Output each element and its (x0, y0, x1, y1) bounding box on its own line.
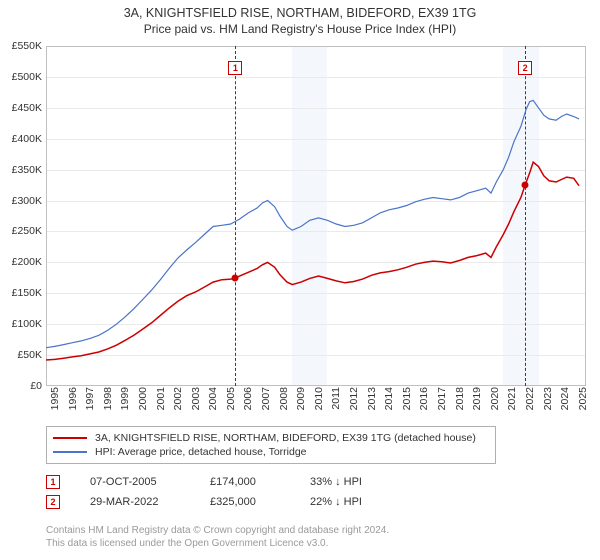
legend-row: HPI: Average price, detached house, Torr… (53, 445, 489, 459)
x-tick-label: 2004 (207, 387, 219, 410)
x-tick-label: 2015 (401, 387, 413, 410)
x-tick-label: 2022 (524, 387, 536, 410)
x-tick-label: 2006 (242, 387, 254, 410)
x-tick-label: 2007 (260, 387, 272, 410)
x-tick-label: 2018 (454, 387, 466, 410)
event-dot-2 (522, 182, 529, 189)
x-tick-label: 2008 (278, 387, 290, 410)
x-tick-label: 2025 (577, 387, 589, 410)
y-tick-label: £500K (2, 71, 42, 83)
legend-swatch (53, 437, 87, 439)
x-tick-label: 2019 (471, 387, 483, 410)
title-sub: Price paid vs. HM Land Registry's House … (0, 22, 600, 36)
legend-swatch (53, 451, 87, 453)
footnote-line2: This data is licensed under the Open Gov… (46, 537, 566, 550)
event-dot-1 (232, 275, 239, 282)
y-tick-label: £350K (2, 164, 42, 176)
y-tick-label: £50K (2, 349, 42, 361)
x-tick-label: 2009 (295, 387, 307, 410)
legend-row: 3A, KNIGHTSFIELD RISE, NORTHAM, BIDEFORD… (53, 431, 489, 445)
x-tick-label: 1999 (119, 387, 131, 410)
event-marker-box-1: 1 (228, 61, 242, 75)
y-tick-label: £550K (2, 40, 42, 52)
title-block: 3A, KNIGHTSFIELD RISE, NORTHAM, BIDEFORD… (0, 0, 600, 38)
event-row: 2 29-MAR-2022 £325,000 22% ↓ HPI (46, 492, 566, 512)
x-tick-label: 2024 (559, 387, 571, 410)
series-svg (46, 46, 586, 386)
event-num-box: 2 (46, 495, 60, 509)
x-tick-label: 2003 (190, 387, 202, 410)
chart-plot-area: 12 (46, 46, 586, 386)
x-tick-label: 1997 (84, 387, 96, 410)
y-tick-label: £300K (2, 195, 42, 207)
chart-container: 3A, KNIGHTSFIELD RISE, NORTHAM, BIDEFORD… (0, 0, 600, 560)
footnote: Contains HM Land Registry data © Crown c… (46, 524, 566, 550)
event-price: £174,000 (210, 476, 280, 488)
y-tick-label: £100K (2, 318, 42, 330)
x-tick-label: 2021 (506, 387, 518, 410)
y-tick-label: £0 (2, 380, 42, 392)
event-num-box: 1 (46, 475, 60, 489)
legend-label: 3A, KNIGHTSFIELD RISE, NORTHAM, BIDEFORD… (95, 432, 476, 444)
x-tick-label: 1998 (102, 387, 114, 410)
x-tick-label: 2005 (225, 387, 237, 410)
event-delta: 33% ↓ HPI (310, 476, 400, 488)
y-tick-label: £150K (2, 287, 42, 299)
x-tick-label: 1996 (67, 387, 79, 410)
y-tick-label: £200K (2, 256, 42, 268)
x-tick-label: 2000 (137, 387, 149, 410)
x-tick-label: 2020 (489, 387, 501, 410)
x-tick-label: 2010 (313, 387, 325, 410)
x-tick-label: 2017 (436, 387, 448, 410)
x-tick-label: 2014 (383, 387, 395, 410)
y-tick-label: £400K (2, 133, 42, 145)
event-price: £325,000 (210, 496, 280, 508)
x-tick-label: 2001 (155, 387, 167, 410)
x-tick-label: 2016 (418, 387, 430, 410)
x-tick-label: 1995 (49, 387, 61, 410)
event-date: 29-MAR-2022 (90, 496, 180, 508)
x-tick-label: 2013 (366, 387, 378, 410)
legend-box: 3A, KNIGHTSFIELD RISE, NORTHAM, BIDEFORD… (46, 426, 496, 464)
event-marker-box-2: 2 (518, 61, 532, 75)
x-tick-label: 2002 (172, 387, 184, 410)
x-tick-label: 2011 (330, 387, 342, 410)
footnote-line1: Contains HM Land Registry data © Crown c… (46, 524, 566, 537)
x-tick-label: 2012 (348, 387, 360, 410)
event-delta: 22% ↓ HPI (310, 496, 400, 508)
title-main: 3A, KNIGHTSFIELD RISE, NORTHAM, BIDEFORD… (0, 6, 600, 20)
event-date: 07-OCT-2005 (90, 476, 180, 488)
series-property_line (46, 162, 579, 360)
event-row: 1 07-OCT-2005 £174,000 33% ↓ HPI (46, 472, 566, 492)
legend-label: HPI: Average price, detached house, Torr… (95, 446, 307, 458)
events-table: 1 07-OCT-2005 £174,000 33% ↓ HPI 2 29-MAR-202… (46, 472, 566, 512)
y-tick-label: £450K (2, 102, 42, 114)
y-tick-label: £250K (2, 225, 42, 237)
x-tick-label: 2023 (542, 387, 554, 410)
series-hpi_line (46, 100, 579, 347)
